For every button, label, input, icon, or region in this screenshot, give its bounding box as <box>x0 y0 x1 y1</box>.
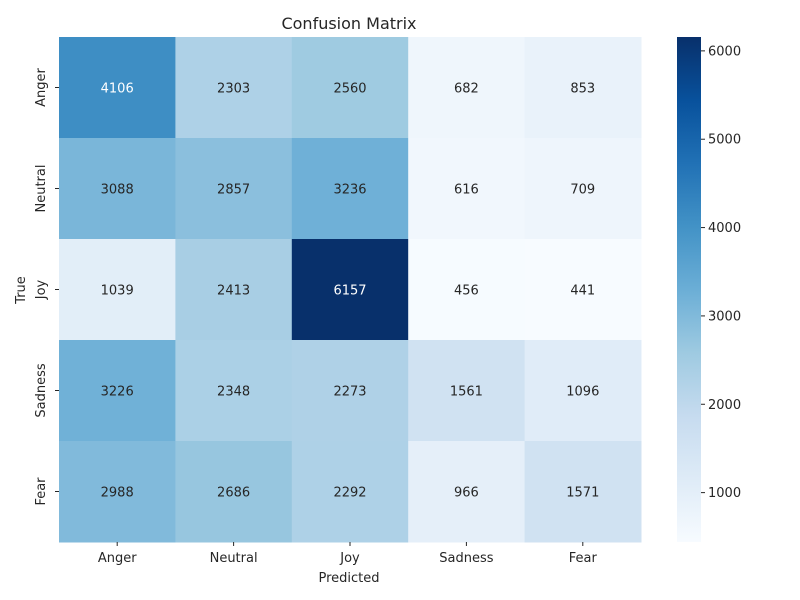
heatmap-cell <box>291 138 409 240</box>
y-axis-title: True <box>14 276 29 305</box>
cell-value-label: 2988 <box>101 486 134 501</box>
x-axis: Anger Neutral Joy Sadness Fear <box>98 542 598 566</box>
heatmap-cell <box>59 239 176 341</box>
cell-value-label: 3226 <box>101 385 134 400</box>
colorbar: 1000 2000 3000 4000 5000 6000 <box>677 37 741 542</box>
heatmap-cell <box>408 138 526 240</box>
colorbar-tick-label: 1000 <box>708 486 741 501</box>
heatmap-cell <box>524 37 642 139</box>
cell-value-label: 2292 <box>333 486 366 501</box>
heatmap-cell <box>524 441 642 543</box>
heatmap-cells: 4106 2303 2560 682 853 3088 2857 3236 616 709 1039… <box>59 37 642 543</box>
heatmap-cell <box>524 239 642 341</box>
heatmap-cell <box>59 340 176 442</box>
cell-value-label: 1096 <box>566 385 599 400</box>
heatmap-cell <box>291 239 409 341</box>
y-tick-label: Joy <box>34 279 49 300</box>
cell-value-label: 709 <box>570 183 595 198</box>
cell-value-label: 1571 <box>566 486 599 501</box>
heatmap-cell <box>175 138 293 240</box>
colorbar-tick-label: 5000 <box>708 133 741 148</box>
x-tick-label: Anger <box>98 551 137 566</box>
x-tick-label: Joy <box>339 551 360 566</box>
heatmap-cell <box>291 37 409 139</box>
cell-value-label: 853 <box>570 82 595 97</box>
x-axis-title: Predicted <box>318 571 379 586</box>
cell-value-label: 441 <box>570 284 595 299</box>
heatmap-cell <box>59 441 176 543</box>
heatmap-cell <box>175 37 293 139</box>
cell-value-label: 682 <box>454 82 479 97</box>
cell-value-label: 6157 <box>333 284 366 299</box>
cell-value-label: 2348 <box>217 385 250 400</box>
heatmap-cell <box>408 239 526 341</box>
heatmap-cell <box>408 441 526 543</box>
colorbar-tick-label: 4000 <box>708 221 741 236</box>
y-tick-label: Neutral <box>34 165 49 213</box>
heatmap-cell <box>175 340 293 442</box>
colorbar-tick-label: 2000 <box>708 398 741 413</box>
heatmap-cell <box>59 37 176 139</box>
cell-value-label: 2857 <box>217 183 250 198</box>
heatmap-cell <box>175 239 293 341</box>
cell-value-label: 1039 <box>101 284 134 299</box>
heatmap-cell <box>524 340 642 442</box>
cell-value-label: 2273 <box>333 385 366 400</box>
heatmap-cell <box>291 340 409 442</box>
y-tick-label: Fear <box>34 477 49 506</box>
heatmap-cell <box>291 441 409 543</box>
cell-value-label: 616 <box>454 183 479 198</box>
cell-value-label: 1561 <box>450 385 483 400</box>
x-tick-label: Neutral <box>210 551 258 566</box>
cell-value-label: 2303 <box>217 82 250 97</box>
x-tick-label: Fear <box>569 551 598 566</box>
cell-value-label: 2686 <box>217 486 250 501</box>
heatmap-cell <box>408 37 526 139</box>
colorbar-tick-label: 6000 <box>708 44 741 59</box>
cell-value-label: 4106 <box>101 82 134 97</box>
chart-title: Confusion Matrix <box>281 14 416 33</box>
heatmap-cell <box>175 441 293 543</box>
cell-value-label: 3236 <box>333 183 366 198</box>
heatmap-cell <box>524 138 642 240</box>
colorbar-gradient <box>677 37 701 542</box>
colorbar-tick-label: 3000 <box>708 309 741 324</box>
y-tick-label: Anger <box>34 67 49 106</box>
cell-value-label: 2560 <box>333 82 366 97</box>
heatmap-cell <box>59 138 176 240</box>
heatmap-cell <box>408 340 526 442</box>
cell-value-label: 456 <box>454 284 479 299</box>
x-tick-label: Sadness <box>439 551 493 566</box>
y-axis: Anger Neutral Joy Sadness Fear <box>34 67 59 506</box>
cell-value-label: 3088 <box>101 183 134 198</box>
y-tick-label: Sadness <box>34 363 49 417</box>
cell-value-label: 2413 <box>217 284 250 299</box>
cell-value-label: 966 <box>454 486 479 501</box>
